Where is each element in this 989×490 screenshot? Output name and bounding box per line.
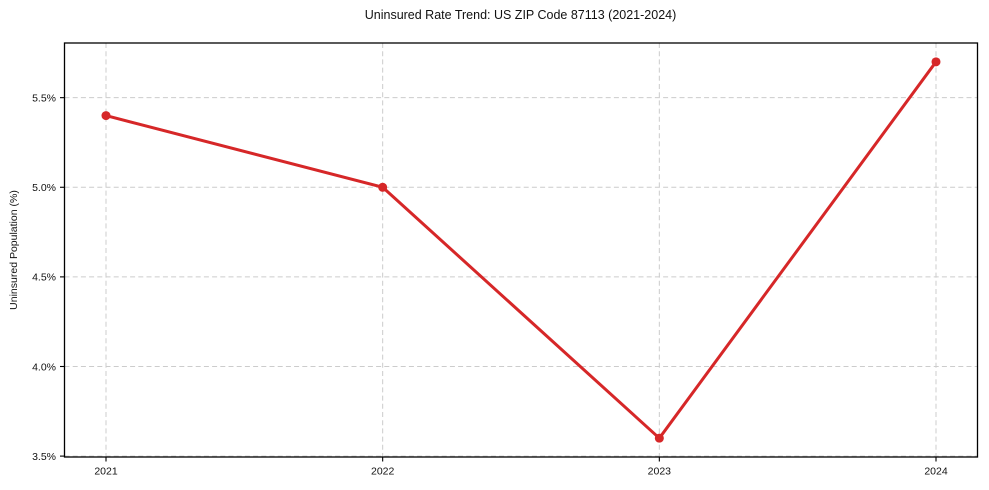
data-point-marker	[101, 111, 111, 121]
x-tick-label: 2023	[648, 466, 672, 478]
data-point-marker	[378, 182, 388, 192]
plot-border	[63, 42, 979, 458]
trend-line	[104, 60, 938, 440]
x-tick-label: 2024	[924, 466, 948, 478]
x-tick-label: 2022	[371, 466, 395, 478]
y-tick-label: 4.5%	[32, 272, 56, 284]
data-point-marker	[931, 57, 941, 67]
y-tick-label: 5.0%	[32, 182, 56, 194]
y-tick-label: 5.5%	[32, 92, 56, 104]
chart-title: Uninsured Rate Trend: US ZIP Code 87113 …	[364, 8, 677, 22]
y-tick-label: 3.5%	[32, 451, 56, 463]
data-point-marker	[654, 433, 664, 443]
y-tick-label: 4.0%	[32, 361, 56, 373]
x-tick-label: 2021	[94, 466, 118, 478]
